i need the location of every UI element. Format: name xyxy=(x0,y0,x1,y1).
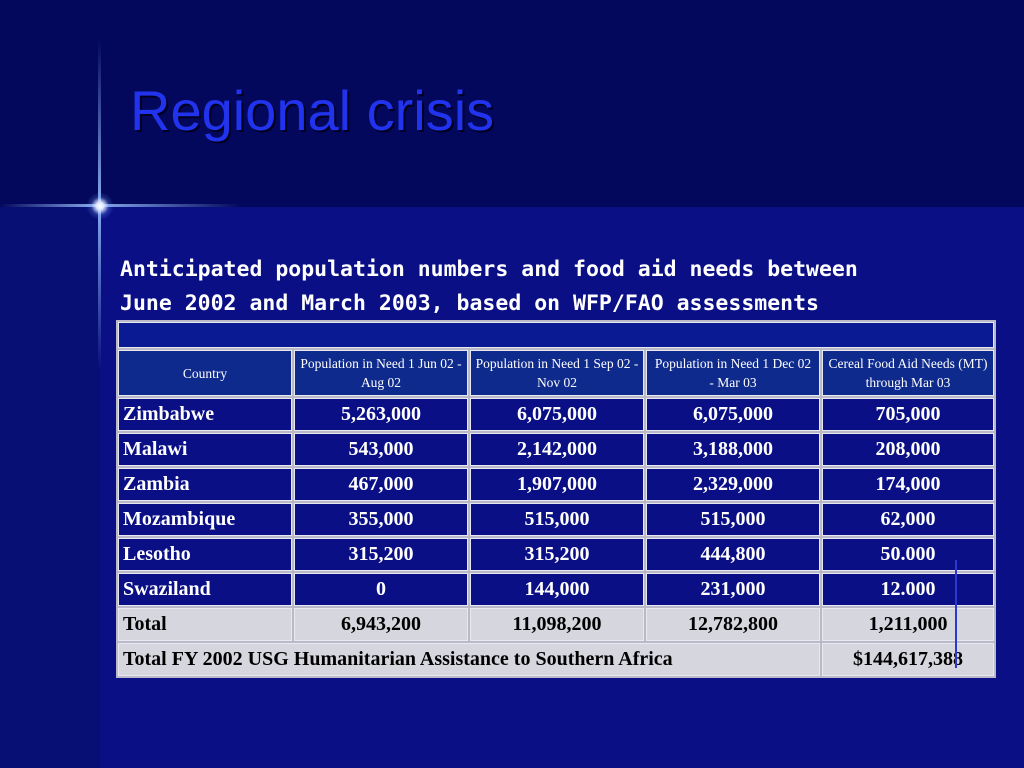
cell-cereal: 62,000 xyxy=(822,503,995,536)
subtitle-line-1: Anticipated population numbers and food … xyxy=(120,257,858,282)
table-caption-row xyxy=(118,322,995,348)
cell-jun-aug: 355,000 xyxy=(294,503,468,536)
slide-subtitle: Anticipated population numbers and food … xyxy=(120,253,1000,321)
cell-sep-nov: 515,000 xyxy=(470,503,644,536)
cell-jun-aug: 0 xyxy=(294,573,468,606)
subtitle-line-2: June 2002 and March 2003, based on WFP/F… xyxy=(120,291,819,316)
cell-sep-nov: 144,000 xyxy=(470,573,644,606)
total-sep-nov: 11,098,200 xyxy=(470,608,644,641)
top-band xyxy=(0,0,1024,207)
left-band xyxy=(0,207,100,768)
cell-sep-nov: 1,907,000 xyxy=(470,468,644,501)
total-cereal: 1,211,000 xyxy=(822,608,995,641)
decorative-horizontal-line xyxy=(0,204,240,207)
table-row: Zimbabwe 5,263,000 6,075,000 6,075,000 7… xyxy=(118,398,995,431)
slide-title: Regional crisis xyxy=(130,79,495,142)
cell-country: Zimbabwe xyxy=(118,398,292,431)
cell-sep-nov: 6,075,000 xyxy=(470,398,644,431)
cell-dec-mar: 6,075,000 xyxy=(646,398,820,431)
header-need-dec-mar: Population in Need 1 Dec 02 - Mar 03 xyxy=(646,350,820,396)
cell-cereal: 12.000 xyxy=(822,573,995,606)
sparkle-icon xyxy=(86,192,114,220)
total-label: Total xyxy=(118,608,292,641)
cell-dec-mar: 2,329,000 xyxy=(646,468,820,501)
table-row: Mozambique 355,000 515,000 515,000 62,00… xyxy=(118,503,995,536)
table-row: Malawi 543,000 2,142,000 3,188,000 208,0… xyxy=(118,433,995,466)
cell-cereal: 50.000 xyxy=(822,538,995,571)
cell-jun-aug: 5,263,000 xyxy=(294,398,468,431)
cell-dec-mar: 231,000 xyxy=(646,573,820,606)
total-row: Total 6,943,200 11,098,200 12,782,800 1,… xyxy=(118,608,995,641)
cell-dec-mar: 444,800 xyxy=(646,538,820,571)
header-need-jun-aug: Population in Need 1 Jun 02 - Aug 02 xyxy=(294,350,468,396)
assistance-label: Total FY 2002 USG Humanitarian Assistanc… xyxy=(118,643,820,676)
cell-country: Swaziland xyxy=(118,573,292,606)
table-header-row: Country Population in Need 1 Jun 02 - Au… xyxy=(118,350,995,396)
cell-jun-aug: 467,000 xyxy=(294,468,468,501)
cell-dec-mar: 515,000 xyxy=(646,503,820,536)
cell-sep-nov: 315,200 xyxy=(470,538,644,571)
cell-sep-nov: 2,142,000 xyxy=(470,433,644,466)
assistance-value: $144,617,388 xyxy=(822,643,995,676)
cell-jun-aug: 543,000 xyxy=(294,433,468,466)
cell-country: Mozambique xyxy=(118,503,292,536)
table-row: Swaziland 0 144,000 231,000 12.000 xyxy=(118,573,995,606)
header-country: Country xyxy=(118,350,292,396)
header-cereal-needs: Cereal Food Aid Needs (MT) through Mar 0… xyxy=(822,350,995,396)
food-aid-table: Country Population in Need 1 Jun 02 - Au… xyxy=(116,320,997,678)
total-jun-aug: 6,943,200 xyxy=(294,608,468,641)
cell-country: Malawi xyxy=(118,433,292,466)
assistance-row: Total FY 2002 USG Humanitarian Assistanc… xyxy=(118,643,995,676)
decorative-vertical-mark xyxy=(955,560,957,668)
table-row: Lesotho 315,200 315,200 444,800 50.000 xyxy=(118,538,995,571)
cell-jun-aug: 315,200 xyxy=(294,538,468,571)
table-row: Zambia 467,000 1,907,000 2,329,000 174,0… xyxy=(118,468,995,501)
header-need-sep-nov: Population in Need 1 Sep 02 - Nov 02 xyxy=(470,350,644,396)
cell-country: Lesotho xyxy=(118,538,292,571)
table-caption-cell xyxy=(118,322,995,348)
cell-cereal: 208,000 xyxy=(822,433,995,466)
cell-cereal: 174,000 xyxy=(822,468,995,501)
cell-dec-mar: 3,188,000 xyxy=(646,433,820,466)
cell-cereal: 705,000 xyxy=(822,398,995,431)
total-dec-mar: 12,782,800 xyxy=(646,608,820,641)
cell-country: Zambia xyxy=(118,468,292,501)
